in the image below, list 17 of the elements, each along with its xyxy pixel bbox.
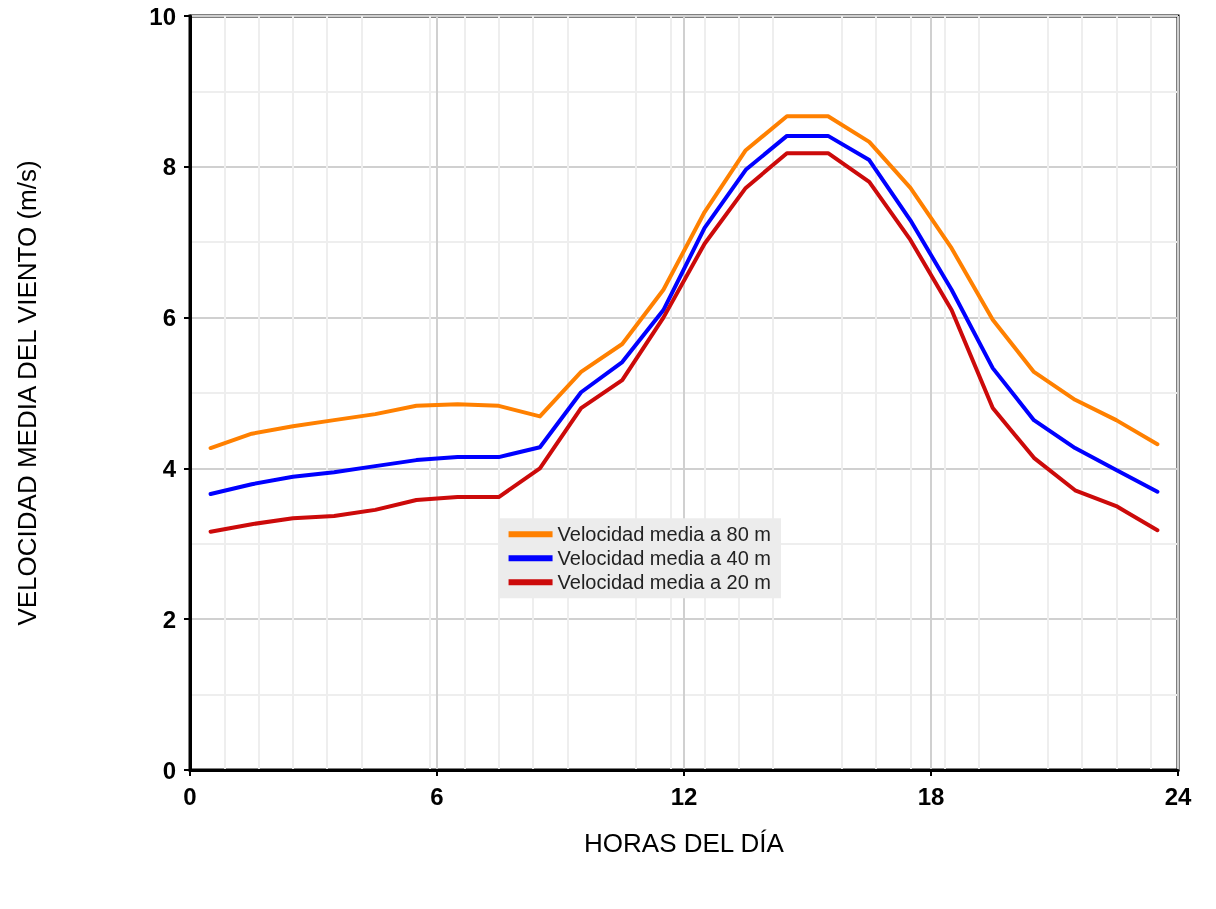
legend-label: Velocidad media a 20 m (557, 571, 772, 594)
line-series (208, 114, 1160, 451)
y-tick-label: 8 (162, 153, 176, 181)
y-tick-label: 2 (162, 605, 176, 633)
x-tick-label: 18 (917, 782, 945, 810)
x-tick-label: 0 (183, 782, 197, 810)
legend-label: Velocidad media a 80 m (557, 523, 772, 546)
y-tick-label: 10 (149, 2, 176, 30)
x-tick-label: 6 (430, 782, 444, 810)
x-tick-label: 24 (1164, 782, 1192, 810)
y-axis-title: VELOCIDAD MEDIA DEL VIENTO (m/s) (12, 160, 42, 626)
y-tick-label: 6 (162, 304, 176, 332)
x-axis-title: HORAS DEL DÍA (584, 828, 785, 858)
y-tick-label: 0 (162, 756, 176, 784)
y-tick-label: 4 (162, 454, 177, 482)
x-tick-label: 12 (670, 782, 698, 810)
legend-label: Velocidad media a 40 m (557, 547, 772, 570)
